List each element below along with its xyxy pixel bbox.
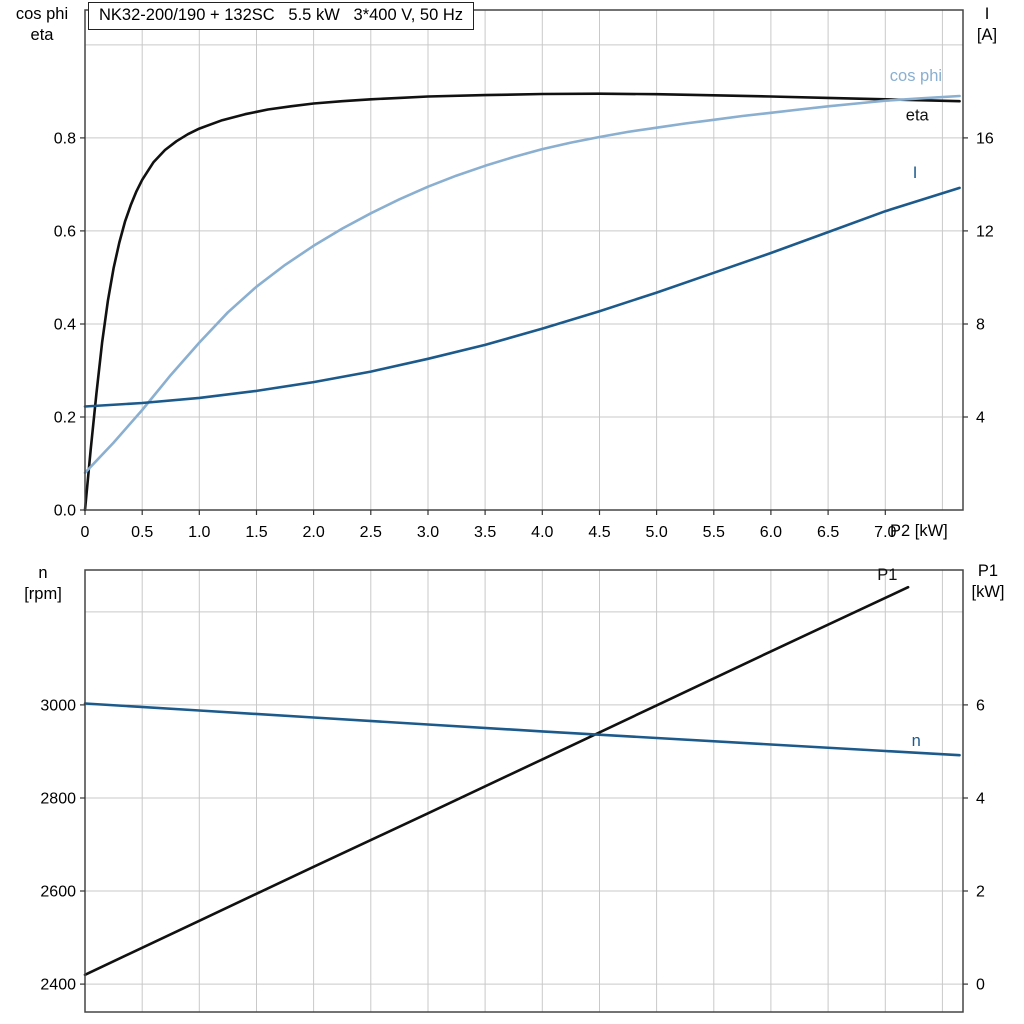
svg-text:2400: 2400 bbox=[40, 977, 76, 994]
svg-text:2.5: 2.5 bbox=[360, 524, 382, 541]
svg-text:cos phi: cos phi bbox=[890, 67, 942, 85]
svg-text:0.6: 0.6 bbox=[54, 223, 76, 240]
bottom-right-axis-title: P1 [kW] bbox=[962, 561, 1014, 603]
axis-title-current: I bbox=[984, 5, 990, 23]
chart-title-box: NK32-200/190 + 132SC 5.5 kW 3*400 V, 50 … bbox=[88, 2, 474, 30]
axis-title-cos-phi: cos phi bbox=[15, 5, 69, 23]
svg-text:2.0: 2.0 bbox=[302, 524, 324, 541]
svg-text:0.4: 0.4 bbox=[54, 317, 76, 334]
svg-text:4.5: 4.5 bbox=[588, 524, 610, 541]
svg-text:16: 16 bbox=[976, 130, 994, 147]
svg-text:n: n bbox=[912, 732, 921, 750]
svg-text:12: 12 bbox=[976, 223, 994, 240]
svg-text:6: 6 bbox=[976, 697, 985, 714]
svg-text:0: 0 bbox=[976, 977, 985, 994]
svg-text:eta: eta bbox=[906, 107, 930, 125]
svg-text:2800: 2800 bbox=[40, 791, 76, 808]
top-left-axis-title: cos phi eta bbox=[2, 4, 82, 46]
axis-title-speed-unit: [rpm] bbox=[24, 585, 62, 603]
svg-text:2: 2 bbox=[976, 884, 985, 901]
svg-text:2600: 2600 bbox=[40, 884, 76, 901]
axis-title-speed: n bbox=[38, 564, 48, 582]
svg-text:0.2: 0.2 bbox=[54, 410, 76, 427]
svg-text:5.0: 5.0 bbox=[645, 524, 667, 541]
svg-text:3000: 3000 bbox=[40, 697, 76, 714]
svg-text:4: 4 bbox=[976, 410, 985, 427]
svg-text:1.0: 1.0 bbox=[188, 524, 210, 541]
svg-text:1.5: 1.5 bbox=[245, 524, 267, 541]
svg-text:4.0: 4.0 bbox=[531, 524, 553, 541]
svg-text:6.0: 6.0 bbox=[760, 524, 782, 541]
svg-text:5.5: 5.5 bbox=[703, 524, 725, 541]
svg-text:P1: P1 bbox=[877, 566, 897, 584]
svg-text:0.0: 0.0 bbox=[54, 503, 76, 520]
x-axis-title: P2 [kW] bbox=[890, 522, 948, 540]
bottom-left-axis-title: n [rpm] bbox=[3, 563, 83, 605]
top-right-axis-title: I [A] bbox=[964, 4, 1010, 46]
svg-text:3.0: 3.0 bbox=[417, 524, 439, 541]
svg-text:0.5: 0.5 bbox=[131, 524, 153, 541]
axis-title-power-in: P1 bbox=[977, 562, 999, 580]
svg-text:0.8: 0.8 bbox=[54, 130, 76, 147]
svg-text:3.5: 3.5 bbox=[474, 524, 496, 541]
svg-text:8: 8 bbox=[976, 317, 985, 334]
axis-title-current-unit: [A] bbox=[976, 26, 998, 44]
svg-text:0: 0 bbox=[81, 524, 90, 541]
svg-text:6.5: 6.5 bbox=[817, 524, 839, 541]
svg-text:I: I bbox=[913, 164, 918, 182]
svg-text:4: 4 bbox=[976, 791, 985, 808]
axis-title-power-in-unit: [kW] bbox=[971, 583, 1005, 601]
svg-text:7.0: 7.0 bbox=[874, 524, 896, 541]
axis-title-eta: eta bbox=[30, 26, 54, 44]
